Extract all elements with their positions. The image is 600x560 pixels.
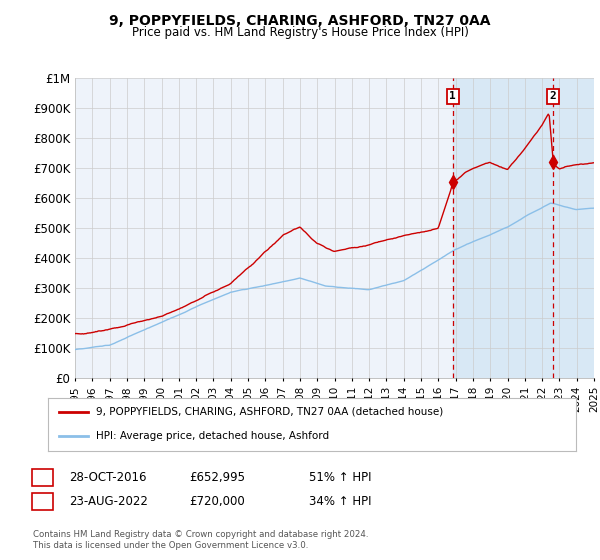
Text: 34% ↑ HPI: 34% ↑ HPI (309, 494, 371, 508)
Text: 28-OCT-2016: 28-OCT-2016 (69, 470, 146, 484)
Text: 23-AUG-2022: 23-AUG-2022 (69, 494, 148, 508)
Text: £652,995: £652,995 (189, 470, 245, 484)
Text: 2: 2 (550, 91, 557, 101)
Bar (452, 78, 594, 378)
Text: 9, POPPYFIELDS, CHARING, ASHFORD, TN27 0AA: 9, POPPYFIELDS, CHARING, ASHFORD, TN27 0… (109, 14, 491, 28)
Text: 9, POPPYFIELDS, CHARING, ASHFORD, TN27 0AA (detached house): 9, POPPYFIELDS, CHARING, ASHFORD, TN27 0… (95, 407, 443, 417)
Text: This data is licensed under the Open Government Licence v3.0.: This data is licensed under the Open Gov… (33, 541, 308, 550)
Text: HPI: Average price, detached house, Ashford: HPI: Average price, detached house, Ashf… (95, 431, 329, 441)
Text: £720,000: £720,000 (189, 494, 245, 508)
Text: 51% ↑ HPI: 51% ↑ HPI (309, 470, 371, 484)
Text: 1: 1 (449, 91, 456, 101)
Text: 1: 1 (40, 470, 46, 484)
Text: 2: 2 (40, 494, 46, 508)
Text: Price paid vs. HM Land Registry's House Price Index (HPI): Price paid vs. HM Land Registry's House … (131, 26, 469, 39)
Text: Contains HM Land Registry data © Crown copyright and database right 2024.: Contains HM Land Registry data © Crown c… (33, 530, 368, 539)
